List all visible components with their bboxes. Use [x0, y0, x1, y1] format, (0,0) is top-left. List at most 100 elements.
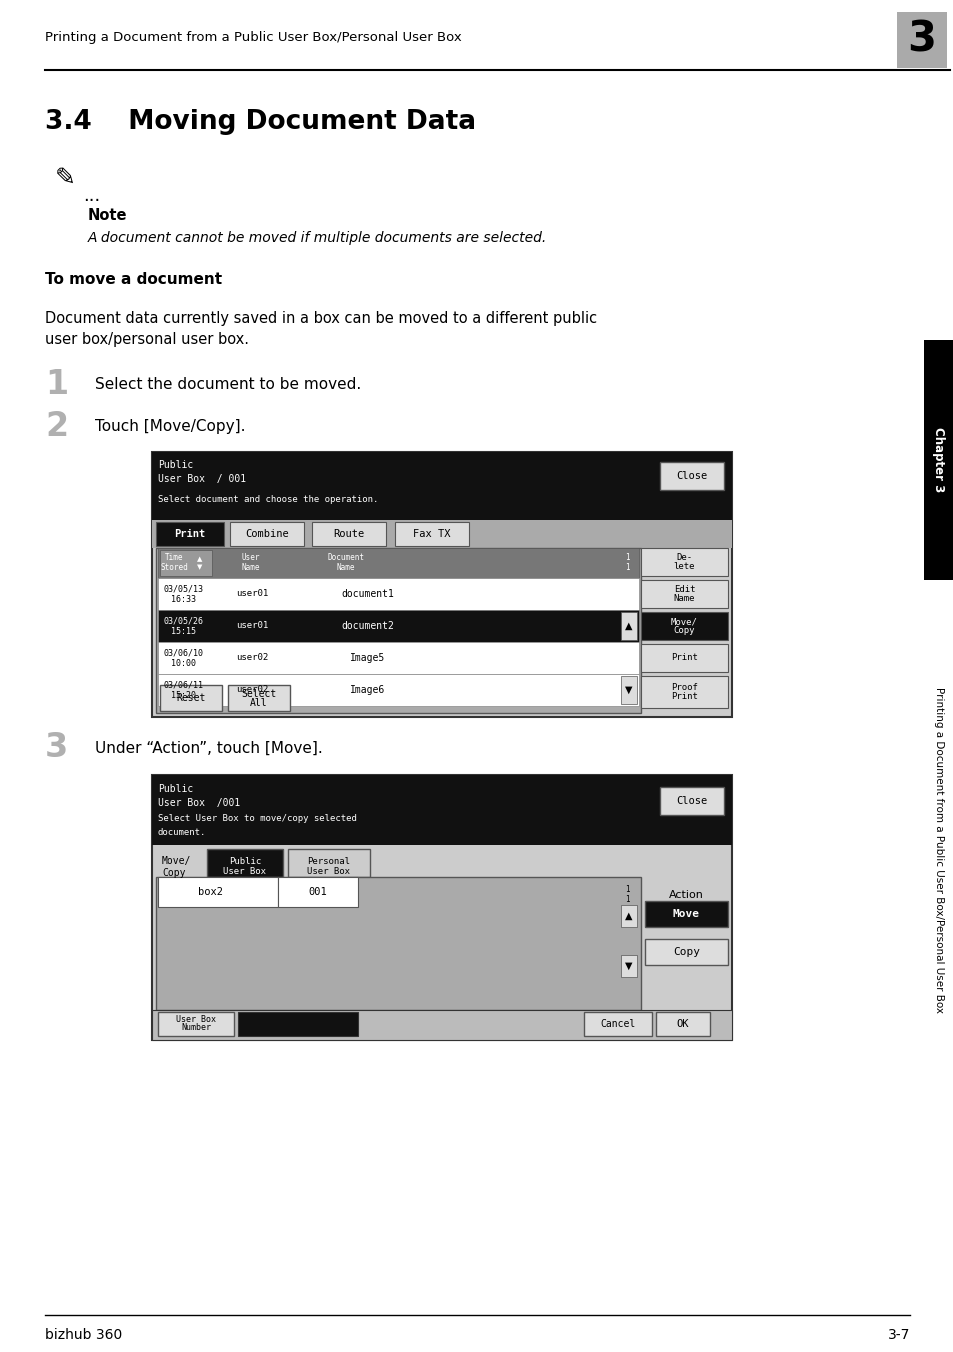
Text: Under “Action”, touch [Move].: Under “Action”, touch [Move].: [95, 741, 322, 756]
Bar: [158, 548, 639, 579]
Text: bizhub 360: bizhub 360: [45, 1328, 122, 1343]
Bar: [228, 685, 290, 711]
Text: User Box: User Box: [223, 867, 266, 876]
Text: Image5: Image5: [350, 653, 385, 662]
Text: Close: Close: [676, 796, 707, 806]
Text: user02: user02: [235, 685, 268, 695]
Text: Time: Time: [165, 553, 183, 562]
Text: Public: Public: [229, 857, 261, 865]
Text: User Box  /001: User Box /001: [158, 798, 240, 808]
Text: Select User Box to move/copy selected: Select User Box to move/copy selected: [158, 814, 356, 823]
Text: ▲: ▲: [624, 621, 632, 631]
Text: user01: user01: [235, 589, 268, 599]
Text: Document: Document: [327, 553, 364, 562]
Bar: [640, 612, 727, 639]
Text: box2: box2: [198, 887, 223, 896]
Text: document1: document1: [341, 589, 394, 599]
Text: 1: 1: [624, 895, 629, 903]
Text: 1: 1: [624, 884, 629, 894]
Text: Print: Print: [670, 653, 698, 662]
Text: ▲: ▲: [624, 911, 632, 921]
Text: Printing a Document from a Public User Box/Personal User Box: Printing a Document from a Public User B…: [933, 687, 943, 1013]
Text: Fax TX: Fax TX: [413, 529, 450, 539]
Text: 15:20: 15:20: [172, 691, 196, 700]
Text: 3.4    Moving Document Data: 3.4 Moving Document Data: [45, 110, 476, 135]
Text: To move a document: To move a document: [45, 273, 222, 288]
Text: 3: 3: [45, 731, 69, 764]
Text: Name: Name: [241, 564, 260, 572]
Bar: [395, 522, 469, 546]
Text: De-: De-: [676, 553, 692, 562]
Bar: [152, 1010, 731, 1040]
Text: Print: Print: [174, 529, 206, 539]
Text: Chapter 3: Chapter 3: [931, 427, 944, 492]
Bar: [158, 610, 639, 642]
Text: 1: 1: [624, 564, 629, 572]
Bar: [156, 522, 224, 546]
Text: ▼: ▼: [197, 564, 202, 571]
Bar: [640, 676, 727, 708]
Bar: [158, 675, 639, 706]
Text: ✎: ✎: [54, 166, 75, 191]
Text: User: User: [241, 553, 260, 562]
Text: Stored: Stored: [160, 564, 188, 572]
Text: Image6: Image6: [350, 685, 385, 695]
Bar: [158, 877, 277, 907]
Bar: [640, 548, 727, 576]
Bar: [152, 452, 731, 717]
Text: Select the document to be moved.: Select the document to be moved.: [95, 377, 361, 392]
Text: ▼: ▼: [624, 961, 632, 971]
Text: Close: Close: [676, 470, 707, 481]
Text: Name: Name: [673, 595, 695, 603]
Bar: [160, 685, 222, 711]
Text: user box/personal user box.: user box/personal user box.: [45, 333, 249, 347]
Text: ▼: ▼: [624, 685, 632, 695]
Text: A document cannot be moved if multiple documents are selected.: A document cannot be moved if multiple d…: [88, 231, 547, 245]
Bar: [896, 12, 946, 68]
Bar: [160, 550, 212, 576]
Text: Name: Name: [336, 564, 355, 572]
Text: Copy: Copy: [673, 626, 695, 635]
Text: Personal: Personal: [307, 857, 350, 865]
Bar: [312, 522, 386, 546]
Bar: [158, 642, 639, 675]
Bar: [923, 339, 953, 580]
Text: Action: Action: [668, 890, 703, 900]
Bar: [156, 548, 640, 713]
Text: Print: Print: [670, 692, 698, 702]
Text: 03/06/11: 03/06/11: [164, 680, 204, 690]
Text: 1: 1: [624, 553, 629, 562]
Text: Touch [Move/Copy].: Touch [Move/Copy].: [95, 419, 245, 434]
Text: User Box: User Box: [307, 867, 350, 876]
Bar: [156, 845, 640, 877]
Text: Document data currently saved in a box can be moved to a different public: Document data currently saved in a box c…: [45, 311, 597, 326]
Text: ...: ...: [83, 187, 100, 206]
Text: 3-7: 3-7: [886, 1328, 909, 1343]
Text: Printing a Document from a Public User Box/Personal User Box: Printing a Document from a Public User B…: [45, 31, 461, 45]
Text: 2: 2: [45, 411, 68, 443]
Text: 03/06/10: 03/06/10: [164, 649, 204, 657]
Text: Copy: Copy: [162, 868, 185, 877]
Text: 03/05/13: 03/05/13: [164, 584, 204, 594]
Bar: [277, 877, 357, 907]
Bar: [659, 462, 723, 489]
Bar: [620, 612, 637, 639]
Bar: [152, 775, 731, 845]
Text: user01: user01: [235, 622, 268, 630]
Bar: [583, 1013, 651, 1036]
Bar: [152, 452, 731, 521]
Bar: [237, 1013, 357, 1036]
Text: Public: Public: [158, 460, 193, 470]
Bar: [620, 676, 637, 704]
Text: Cancel: Cancel: [599, 1019, 635, 1029]
Bar: [152, 775, 731, 1040]
Text: User Box: User Box: [175, 1014, 215, 1023]
Text: 001: 001: [309, 887, 327, 896]
Bar: [156, 877, 640, 1010]
Text: document.: document.: [158, 829, 206, 837]
Bar: [620, 955, 637, 977]
Text: 16:33: 16:33: [172, 595, 196, 604]
Text: All: All: [250, 698, 268, 708]
Bar: [659, 787, 723, 815]
Text: ▲: ▲: [197, 556, 202, 562]
